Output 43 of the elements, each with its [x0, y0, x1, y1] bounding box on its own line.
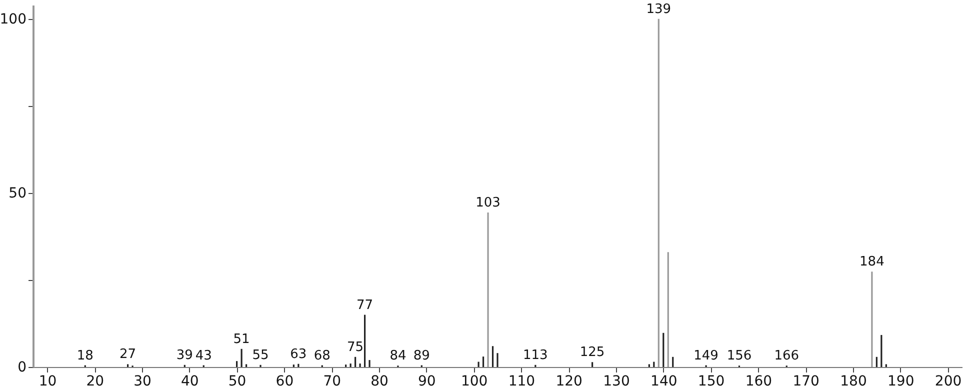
- x-tick-label: 50: [228, 374, 246, 389]
- annotation: 18: [76, 348, 94, 364]
- x-tick-label: 70: [323, 374, 342, 389]
- x-tick-label: 190: [888, 374, 914, 389]
- annotation: 149: [694, 348, 718, 364]
- x-tick-label: 20: [86, 374, 104, 389]
- annotation: 113: [523, 348, 548, 363]
- annotation: 68: [314, 348, 330, 364]
- annotation: 27: [120, 347, 136, 362]
- x-tick-label: 40: [181, 374, 199, 389]
- x-tick-label: 120: [556, 374, 582, 389]
- x-tick-label: 100: [460, 374, 488, 389]
- x-tick-label: 140: [650, 374, 678, 389]
- annotation: 51: [233, 332, 250, 347]
- x-tick-label: 130: [603, 374, 630, 389]
- annotation: 89: [413, 348, 430, 364]
- x-tick-label: 90: [418, 374, 436, 389]
- y-tick-label: 100: [0, 11, 26, 28]
- annotation: 43: [195, 348, 212, 364]
- annotation: 84: [390, 348, 406, 364]
- annotation: 156: [726, 348, 752, 364]
- annotation: 39: [176, 348, 193, 363]
- x-tick-label: 150: [698, 374, 725, 389]
- x-tick-label: 10: [38, 374, 57, 389]
- x-tick-label: 80: [370, 374, 388, 389]
- y-tick-label: 50: [8, 185, 26, 202]
- annotation: 55: [252, 348, 269, 363]
- x-tick-label: 30: [134, 374, 152, 389]
- annotation: 125: [580, 345, 605, 360]
- annotation: 103: [476, 195, 500, 210]
- y-tick-label: 0: [18, 360, 26, 376]
- annotation: 75: [347, 340, 364, 355]
- x-tick-label: 170: [792, 374, 820, 389]
- annotation: 184: [860, 254, 884, 270]
- x-tick-label: 110: [508, 374, 536, 389]
- annotation: 139: [646, 2, 672, 17]
- annotation: 63: [290, 346, 307, 362]
- annotation: 77: [356, 298, 374, 313]
- annotation: 166: [774, 348, 800, 364]
- x-tick-label: 160: [745, 374, 772, 389]
- x-tick-label: 200: [934, 374, 962, 389]
- x-tick-label: 60: [276, 374, 294, 389]
- x-tick-label: 180: [840, 374, 867, 389]
